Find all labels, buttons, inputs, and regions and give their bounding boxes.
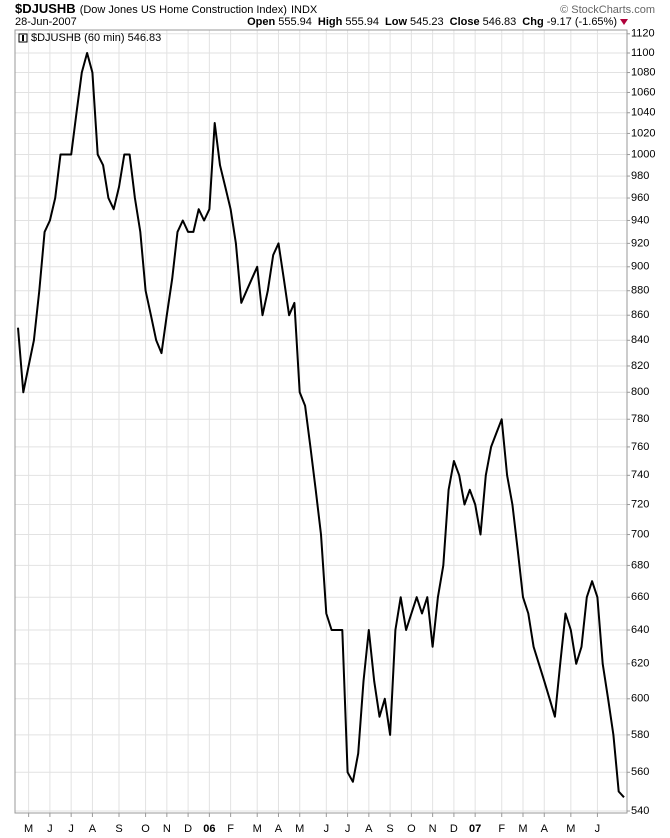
quote-value: 545.23 — [410, 16, 444, 28]
plot-frame — [14, 29, 628, 814]
quote-label: Chg — [522, 16, 543, 28]
y-tick-label: 840 — [631, 334, 649, 346]
quote-label: Open — [247, 16, 275, 28]
x-tick-label: M — [518, 823, 527, 835]
y-tick-label: 1080 — [631, 66, 655, 78]
y-tick-label: 700 — [631, 528, 649, 540]
y-tick-label: 640 — [631, 624, 649, 636]
quote-label: Close — [450, 16, 480, 28]
y-tick-label: 960 — [631, 192, 649, 204]
x-tick-label: M — [24, 823, 33, 835]
y-tick-label: 1020 — [631, 127, 655, 139]
y-tick-label: 620 — [631, 658, 649, 670]
quote-label: Low — [385, 16, 407, 28]
x-tick-label: J — [324, 823, 330, 835]
y-tick-label: 920 — [631, 237, 649, 249]
quote-value: 555.94 — [345, 16, 379, 28]
x-tick-label: A — [365, 823, 373, 835]
source: © StockCharts.com — [560, 4, 655, 16]
x-tick-label: D — [450, 823, 458, 835]
x-tick-label: D — [184, 823, 192, 835]
x-tick-label: A — [89, 823, 97, 835]
x-tick-label: J — [595, 823, 601, 835]
x-tick-label: O — [407, 823, 416, 835]
y-tick-label: 720 — [631, 498, 649, 510]
x-tick-label: M — [253, 823, 262, 835]
y-tick-label: 740 — [631, 469, 649, 481]
y-tick-label: 800 — [631, 386, 649, 398]
x-tick-label: 07 — [469, 823, 481, 835]
x-tick-label: S — [386, 823, 393, 835]
y-tick-label: 1100 — [631, 47, 655, 59]
exchange: INDX — [291, 4, 318, 16]
y-tick-label: 880 — [631, 285, 649, 297]
chart-subtitle: (Dow Jones US Home Construction Index) — [80, 4, 287, 16]
legend-label: $DJUSHB (60 min) 546.83 — [31, 32, 161, 44]
y-tick-label: 560 — [631, 766, 649, 778]
x-tick-label: F — [498, 823, 505, 835]
x-tick-label: J — [345, 823, 351, 835]
y-tick-label: 940 — [631, 214, 649, 226]
y-tick-label: 900 — [631, 261, 649, 273]
quote-value: 555.94 — [278, 16, 312, 28]
x-tick-label: J — [68, 823, 74, 835]
y-tick-label: 820 — [631, 360, 649, 372]
x-tick-label: J — [47, 823, 53, 835]
y-tick-label: 600 — [631, 693, 649, 705]
down-arrow — [620, 19, 628, 25]
y-tick-label: 580 — [631, 729, 649, 741]
price-line — [17, 52, 625, 798]
x-tick-label: 06 — [203, 823, 215, 835]
y-tick-label: 860 — [631, 309, 649, 321]
x-tick-label: A — [275, 823, 283, 835]
y-tick-label: 680 — [631, 559, 649, 571]
quote-value: -9.17 (-1.65%) — [547, 16, 617, 28]
quote-value: 546.83 — [483, 16, 517, 28]
quote-label: High — [318, 16, 343, 28]
x-tick-label: F — [227, 823, 234, 835]
x-tick-label: S — [115, 823, 122, 835]
quote: Open 555.94 High 555.94 Low 545.23 Close 546.83… — [247, 16, 617, 28]
x-tick-label: M — [566, 823, 575, 835]
y-tick-label: 540 — [631, 805, 649, 817]
y-tick-label: 1120 — [631, 28, 655, 40]
x-tick-label: N — [163, 823, 171, 835]
x-tick-label: A — [541, 823, 549, 835]
header: $DJUSHB (Dow Jones US Home Construction I… — [15, 1, 318, 16]
x-tick-label: O — [141, 823, 150, 835]
y-tick-label: 1060 — [631, 86, 655, 98]
y-tick-label: 1000 — [631, 148, 655, 160]
y-tick-label: 760 — [631, 441, 649, 453]
x-tick-label: N — [429, 823, 437, 835]
chart-title: $DJUSHB — [15, 1, 76, 16]
date: 28-Jun-2007 — [15, 16, 77, 28]
y-tick-label: 660 — [631, 591, 649, 603]
y-tick-label: 780 — [631, 413, 649, 425]
y-tick-label: 1040 — [631, 107, 655, 119]
x-tick-label: M — [295, 823, 304, 835]
y-tick-label: 980 — [631, 170, 649, 182]
